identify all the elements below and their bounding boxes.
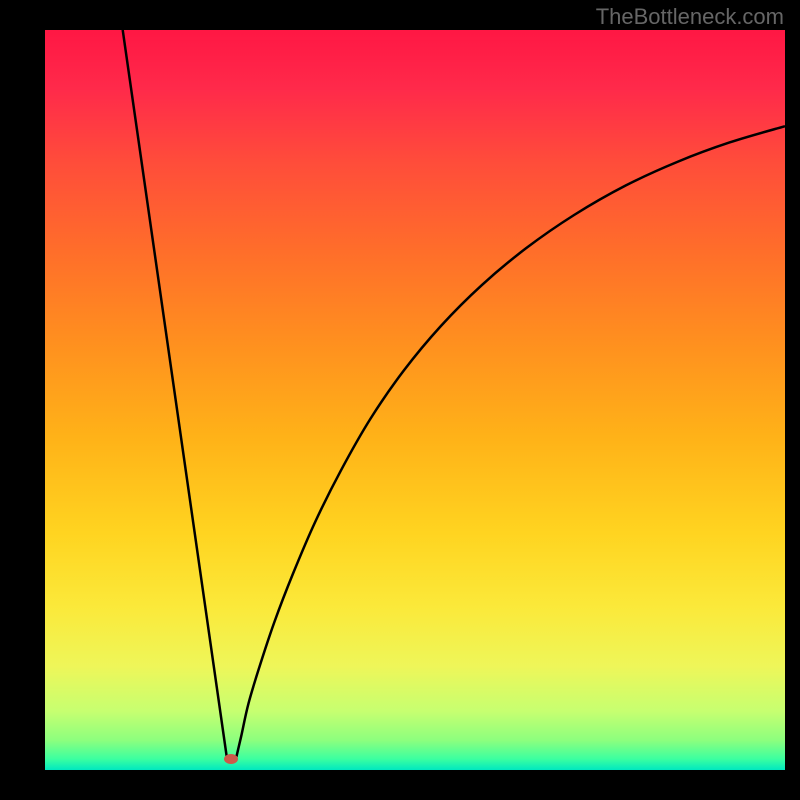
bottleneck-curve: [45, 30, 785, 770]
optimal-point-marker: [224, 754, 238, 764]
chart-plot-area: [45, 30, 785, 770]
watermark-text: TheBottleneck.com: [596, 4, 784, 30]
